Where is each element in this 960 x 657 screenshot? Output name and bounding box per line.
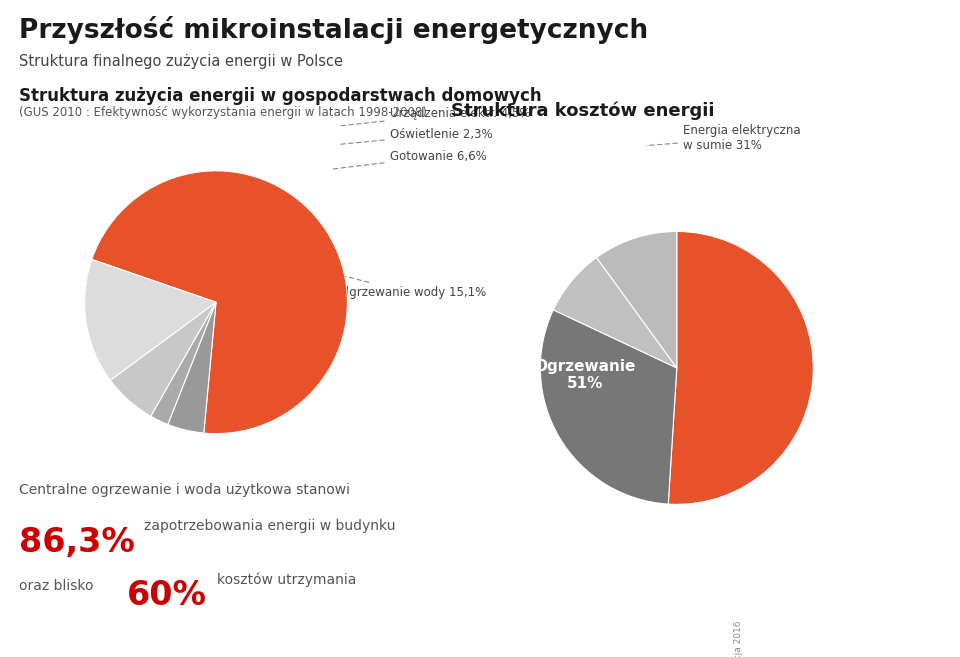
Wedge shape [596, 231, 677, 368]
Text: zapotrzebowania energii w budynku: zapotrzebowania energii w budynku [144, 519, 396, 533]
Text: Podgrzewanie wody 15,1%: Podgrzewanie wody 15,1% [311, 267, 487, 299]
Text: Oświetlenie 2,3%: Oświetlenie 2,3% [340, 128, 492, 145]
Text: oraz blisko: oraz blisko [19, 579, 94, 593]
Wedge shape [110, 302, 216, 417]
Wedge shape [151, 302, 216, 424]
Wedge shape [668, 231, 813, 505]
Text: Forum Termomodernizacja 2016
Saw © Viessmann PL: Forum Termomodernizacja 2016 Saw © Viess… [733, 621, 753, 657]
Text: 86,3%: 86,3% [19, 526, 135, 558]
Text: (GUS 2010 : Efektywność wykorzystania energii w latach 1998-2008): (GUS 2010 : Efektywność wykorzystania en… [19, 106, 427, 120]
Text: Struktura zużycia energii w gospodarstwach domowych: Struktura zużycia energii w gospodarstwa… [19, 87, 541, 104]
Text: Energia elektryczna
w sumie 31%: Energia elektryczna w sumie 31% [646, 124, 801, 152]
Text: Struktura finalnego zużycia energii w Polsce: Struktura finalnego zużycia energii w Po… [19, 54, 344, 69]
Text: Inne 10%: Inne 10% [639, 432, 716, 466]
Text: Centralne ogrzewanie i woda użytkowa stanowi: Centralne ogrzewanie i woda użytkowa sta… [19, 483, 350, 497]
Wedge shape [92, 171, 348, 434]
Text: Gotowanie 6,6%: Gotowanie 6,6% [331, 150, 487, 169]
Wedge shape [553, 258, 677, 368]
Text: kosztów utrzymania: kosztów utrzymania [217, 573, 356, 587]
Wedge shape [84, 260, 216, 380]
Wedge shape [540, 310, 677, 504]
Text: Urządzenia elektr. 4,5%: Urządzenia elektr. 4,5% [340, 106, 530, 126]
Text: 60%: 60% [127, 579, 206, 612]
Text: Podgrzewanie
wody 8%: Podgrzewanie wody 8% [699, 344, 813, 372]
Wedge shape [168, 302, 216, 433]
Text: Ogrzewanie
51%: Ogrzewanie 51% [534, 359, 636, 391]
Text: Struktura kosztów energii: Struktura kosztów energii [451, 102, 714, 120]
Text: VIEśMANN: VIEśMANN [910, 284, 925, 373]
Text: Przyszłość mikroinstalacji energetycznych: Przyszłość mikroinstalacji energetycznyc… [19, 16, 648, 45]
